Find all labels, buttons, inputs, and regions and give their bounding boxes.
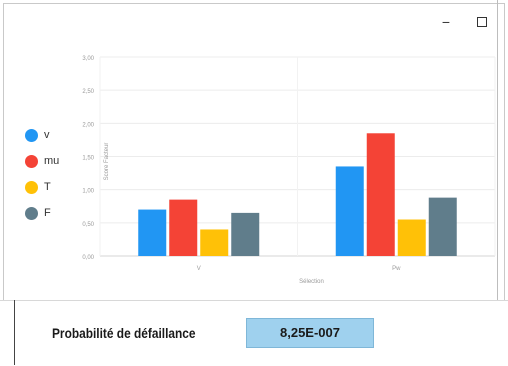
bar-mu-pw [366,133,395,256]
bar-v-pw [335,166,364,256]
y-tick-label: 1,50 [82,156,94,162]
legend-swatch [25,154,38,168]
legend-item-f[interactable]: F [25,200,85,226]
bar-t-pw [397,219,426,256]
legend-item-t[interactable]: T [25,174,85,200]
maximize-icon [477,17,487,27]
x-tick-label: V [197,266,201,272]
bar-mu-v [169,199,198,256]
divider-vertical [497,0,498,300]
bar-t-v [200,229,229,256]
y-tick-label: 2,50 [82,89,94,95]
minimize-button[interactable]: − [438,14,454,30]
minimize-icon: − [441,14,451,30]
legend-label: mu [44,155,60,167]
y-tick-label: 2,00 [82,122,94,128]
legend-item-mu[interactable]: mu [25,148,85,174]
y-tick-label: 0,00 [82,255,94,261]
chart-legend: v mu T F [25,122,85,226]
legend-label: v [44,129,50,141]
probability-value: 8,25E-007 [246,318,374,348]
y-tick-label: 3,00 [82,56,94,62]
legend-label: T [44,181,51,193]
x-axis-title: Sélection [299,279,324,285]
legend-label: F [44,207,51,219]
panel-edge [14,300,15,365]
legend-swatch [25,206,38,220]
legend-item-v[interactable]: v [25,122,85,148]
bar-f-pw [428,197,457,256]
bar-f-v [231,212,260,256]
y-axis-title: Score Facteur [104,143,110,181]
bar-chart: 0,00 0,50 1,00 1,50 2,00 2,50 3,00 V Pw Sélection… [82,56,496,285]
legend-swatch [25,128,38,142]
legend-swatch [25,180,38,194]
x-tick-label: Pw [392,266,401,272]
maximize-button[interactable] [474,14,490,30]
y-tick-label: 0,50 [82,222,94,228]
y-tick-label: 1,00 [82,189,94,195]
bar-v-v [138,209,167,256]
probability-label: Probabilité de défaillance [52,325,196,341]
